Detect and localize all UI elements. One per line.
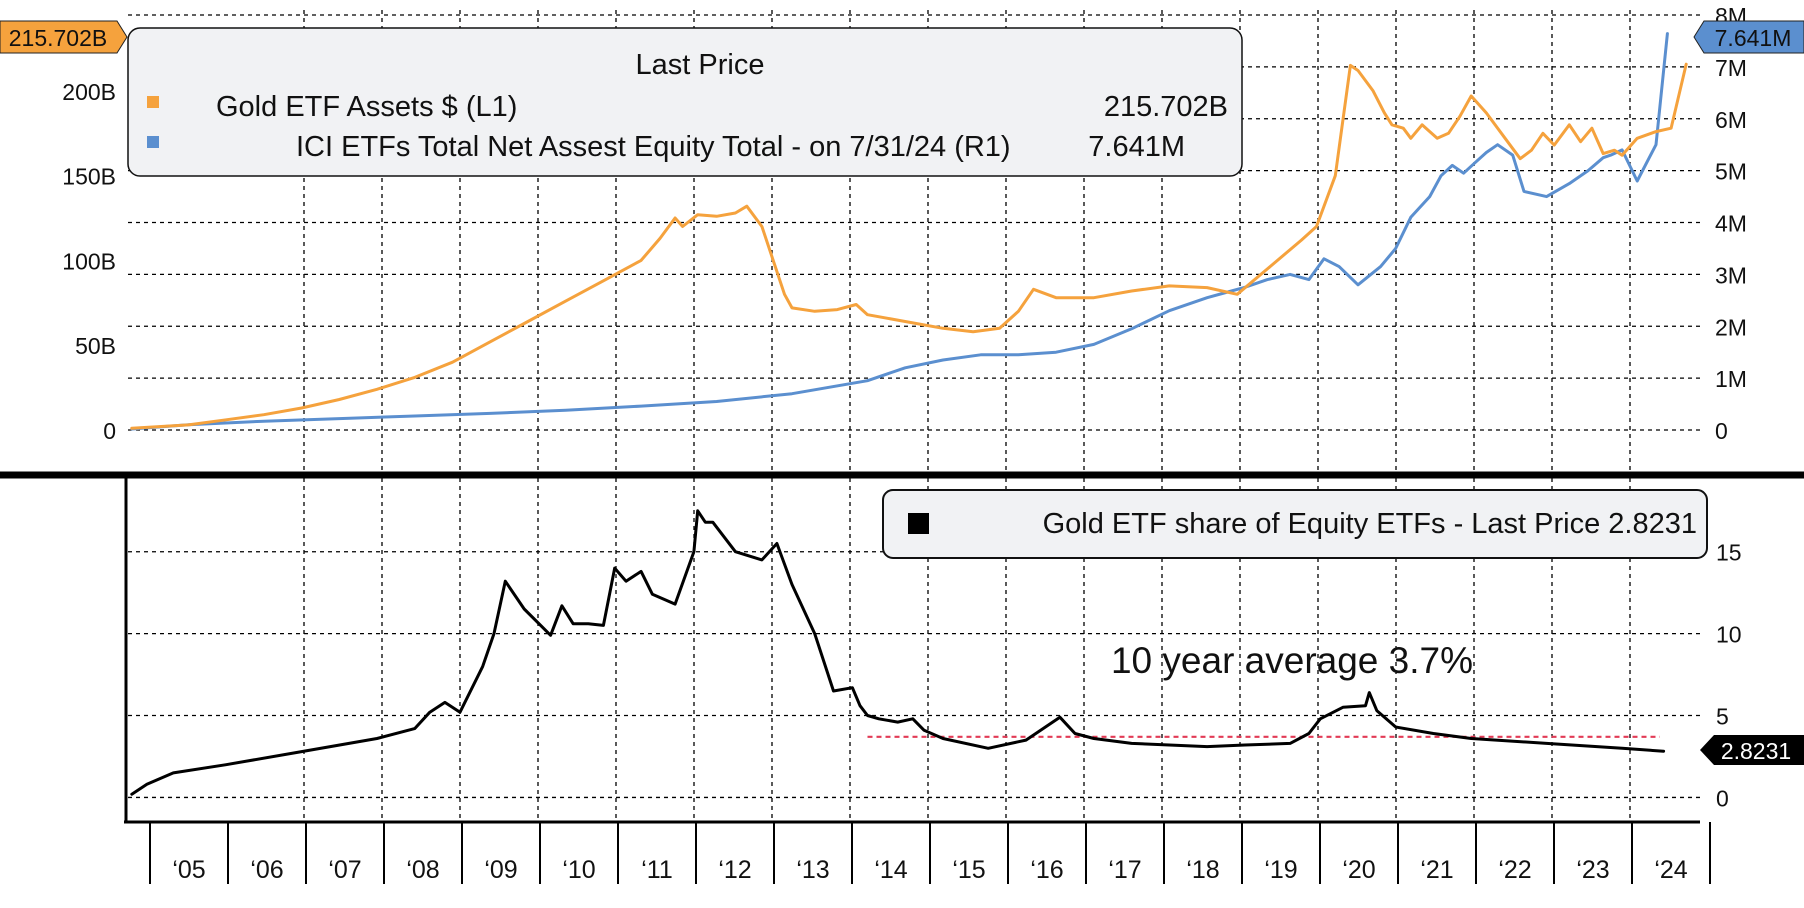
x-category-label: ‘06 bbox=[250, 856, 283, 884]
equity-last-value-tag: 7.641M bbox=[1693, 20, 1804, 54]
legend-value-gold: 215.702B bbox=[1104, 91, 1228, 123]
x-category-label: ‘09 bbox=[484, 856, 517, 884]
right-axis-tick-label: 4M bbox=[1715, 211, 1747, 237]
left-axis-tick-label: 50B bbox=[75, 333, 116, 359]
top-legend-box bbox=[127, 27, 1243, 177]
bottom-axis-tick-label: 0 bbox=[1716, 785, 1729, 811]
share-tag-shape bbox=[1700, 735, 1804, 765]
left-axis-tick-label: 0 bbox=[103, 418, 116, 444]
right-axis-tick-label: 1M bbox=[1715, 366, 1747, 392]
series-lines bbox=[130, 32, 1688, 796]
x-category-label: ‘13 bbox=[796, 856, 829, 884]
left-axis-tick-label: 200B bbox=[62, 79, 116, 105]
x-category-label: ‘17 bbox=[1108, 856, 1141, 884]
gold-share-line bbox=[130, 509, 1666, 796]
x-category-label: ‘07 bbox=[328, 856, 361, 884]
x-category-label: ‘14 bbox=[874, 856, 907, 884]
x-category-label: ‘12 bbox=[718, 856, 751, 884]
x-category-label: ‘19 bbox=[1264, 856, 1297, 884]
legend-swatch-equity bbox=[147, 136, 159, 148]
right-axis-tick-label: 3M bbox=[1715, 262, 1747, 288]
right-axis-tick-label: 0 bbox=[1715, 418, 1728, 444]
x-category-label: ‘22 bbox=[1498, 856, 1531, 884]
bottom-legend-box bbox=[882, 489, 1708, 559]
bottom-axis-tick-label: 5 bbox=[1716, 704, 1729, 730]
x-category-label: ‘18 bbox=[1186, 856, 1219, 884]
top-legend-title: Last Price bbox=[636, 49, 765, 81]
right-axis-tick-label: 6M bbox=[1715, 107, 1747, 133]
x-category-label: ‘05 bbox=[172, 856, 205, 884]
ten-year-average-annotation: 10 year average 3.7% bbox=[1111, 640, 1473, 681]
equity-etf-assets-line bbox=[130, 32, 1669, 431]
x-category-label: ‘10 bbox=[562, 856, 595, 884]
equity-tag-text: 7.641M bbox=[1715, 25, 1792, 51]
bottom-axis-tick-label: 15 bbox=[1716, 540, 1742, 566]
gold-etf-assets-line bbox=[130, 62, 1688, 430]
right-axis-tick-label: 7M bbox=[1715, 55, 1747, 81]
x-category-label: ‘21 bbox=[1420, 856, 1453, 884]
legend-label-gold: Gold ETF Assets $ (L1) bbox=[216, 91, 517, 123]
x-category-label: ‘15 bbox=[952, 856, 985, 884]
x-category-label: ‘20 bbox=[1342, 856, 1375, 884]
x-category-label: ‘11 bbox=[641, 856, 673, 884]
bottom-legend: Gold ETF share of Equity ETFs - Last Pri… bbox=[882, 489, 1708, 559]
legend-label-share: Gold ETF share of Equity ETFs - Last Pri… bbox=[1043, 508, 1697, 540]
share-last-value-tag: 2.8231 bbox=[1700, 735, 1804, 765]
legend-swatch-share bbox=[908, 513, 929, 534]
right-axis-tick-label: 2M bbox=[1715, 314, 1747, 340]
x-category-label: ‘24 bbox=[1654, 856, 1687, 884]
share-tag-text: 2.8231 bbox=[1721, 738, 1791, 764]
x-category-label: ‘16 bbox=[1030, 856, 1063, 884]
legend-label-equity: ICI ETFs Total Net Assest Equity Total -… bbox=[296, 131, 1011, 163]
x-category-label: ‘23 bbox=[1576, 856, 1609, 884]
legend-swatch-gold bbox=[147, 96, 159, 108]
x-category-label: ‘08 bbox=[406, 856, 439, 884]
right-axis-tick-label: 5M bbox=[1715, 159, 1747, 185]
equity-tag-shape bbox=[1693, 20, 1804, 54]
bottom-axis-tick-label: 10 bbox=[1716, 622, 1742, 648]
top-legend: Last Price Gold ETF Assets $ (L1) 215.70… bbox=[127, 27, 1243, 177]
left-axis-tick-label: 150B bbox=[62, 164, 116, 190]
gold-last-value-tag: 215.702B bbox=[0, 20, 128, 54]
legend-value-equity: 7.641M bbox=[1088, 131, 1185, 163]
gold-tag-text: 215.702B bbox=[9, 25, 107, 51]
bottom-panel-axes: 0 5 10 15 ‘05 ‘06 ‘07 ‘08 ‘09 ‘10 ‘11 ‘12 ‘13 ‘14 ‘15 ‘… bbox=[124, 478, 1742, 884]
gold-tag-shape bbox=[0, 20, 128, 54]
left-axis-tick-label: 100B bbox=[62, 248, 116, 274]
